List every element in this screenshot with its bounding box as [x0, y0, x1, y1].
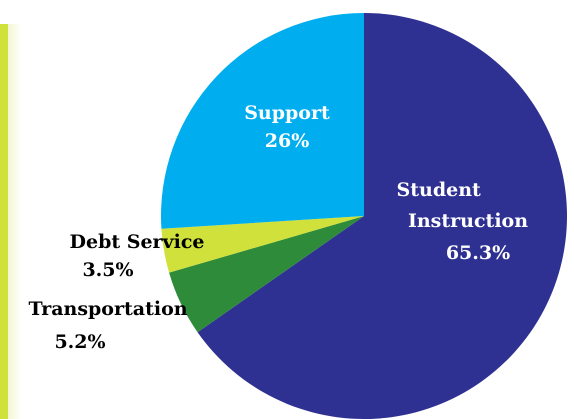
slice-pct-transportation: 5.2% — [54, 331, 105, 353]
pie-slice-support — [160, 13, 364, 229]
slice-label-debt-service: Debt Service — [70, 231, 205, 253]
slice-label-student-instruction-line2: Instruction — [408, 210, 528, 232]
pie-slice-student-instruction — [197, 13, 568, 419]
pie-slice-debt-service — [161, 216, 364, 273]
pie-slices — [160, 13, 568, 419]
pie-slice-transportation — [169, 216, 364, 333]
slice-label-support: Support — [244, 102, 330, 124]
slice-label-transportation: Transportation — [28, 298, 187, 320]
accent-bar-fade — [8, 24, 22, 419]
accent-bar — [0, 24, 8, 419]
slice-label-student-instruction-line1: Student — [397, 179, 481, 201]
slice-pct-debt-service: 3.5% — [82, 259, 133, 281]
slice-pct-student-instruction: 65.3% — [446, 242, 510, 264]
slice-label-student-instruction: Student Instruction — [397, 179, 529, 232]
slice-pct-support: 26% — [265, 130, 310, 152]
